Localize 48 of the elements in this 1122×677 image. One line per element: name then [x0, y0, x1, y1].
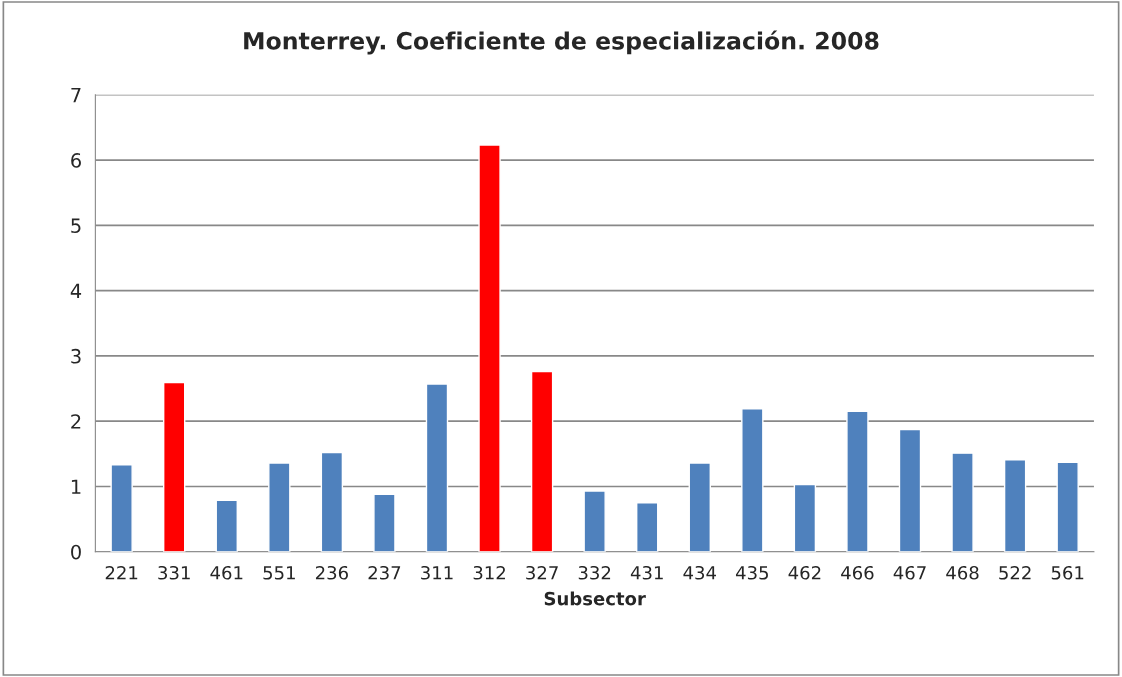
x-tick-label: 327: [526, 565, 558, 580]
bar: [583, 490, 606, 552]
y-tick-label: 4: [70, 283, 82, 299]
x-tick-label: 466: [841, 565, 874, 580]
bar: [268, 462, 291, 552]
y-tick-label: 2: [71, 414, 81, 429]
x-tick-label: 312: [473, 565, 505, 580]
bar: [162, 381, 186, 552]
x-tick-label: 311: [421, 565, 453, 580]
y-tick-label: 1: [71, 479, 81, 494]
bar: [741, 408, 764, 552]
x-tick-label: 332: [578, 565, 611, 580]
bar: [320, 451, 344, 552]
bar: [951, 452, 974, 552]
x-tick-label: 435: [735, 565, 768, 580]
bar: [1003, 459, 1027, 552]
x-tick-label: 551: [263, 566, 295, 580]
x-axis-title: Subsector: [544, 591, 646, 606]
x-tick-label: 331: [158, 565, 190, 580]
x-tick-label: 236: [315, 565, 348, 580]
y-tick-label: 3: [71, 348, 81, 364]
x-tick-label: 237: [368, 565, 401, 580]
x-tick-label: 434: [683, 565, 716, 580]
x-tick-label: 522: [999, 565, 1031, 580]
y-tick-label: 6: [71, 153, 81, 168]
x-tick-label: 468: [946, 565, 979, 580]
bar: [110, 464, 133, 552]
x-tick-label: 221: [105, 565, 138, 580]
bar: [688, 462, 711, 552]
bar: [425, 383, 449, 552]
x-tick-label: 561: [1051, 565, 1084, 580]
bar: [846, 410, 869, 552]
y-tick-label: 0: [71, 544, 81, 560]
x-tick-label: 467: [893, 565, 926, 580]
bar: [636, 502, 659, 552]
y-tick-label: 7: [71, 87, 81, 103]
bar: [215, 499, 238, 552]
bar: [478, 144, 501, 552]
bar: [530, 370, 554, 552]
bar: [898, 428, 922, 552]
chart-title: Monterrey. Coeficiente de especialización. 2008: [244, 30, 879, 55]
bar: [793, 483, 817, 552]
x-tick-label: 462: [788, 565, 821, 580]
x-tick-label: 431: [630, 565, 663, 580]
y-tick-label: 5: [71, 218, 81, 234]
bar: [1056, 461, 1079, 552]
bar: [373, 493, 396, 552]
x-tick-label: 461: [210, 565, 243, 580]
